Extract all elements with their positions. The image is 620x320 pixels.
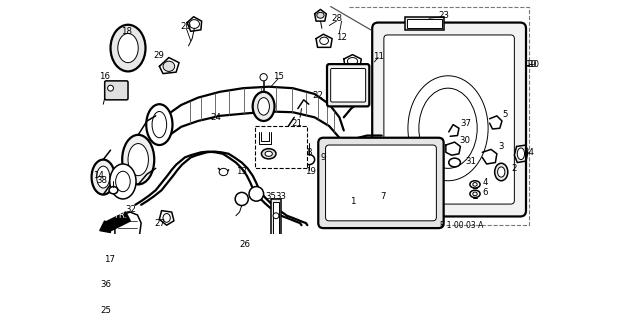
Bar bbox=[255, 126, 308, 168]
Ellipse shape bbox=[97, 166, 110, 188]
Ellipse shape bbox=[219, 168, 228, 176]
Ellipse shape bbox=[303, 155, 314, 165]
Text: 13: 13 bbox=[236, 167, 247, 176]
Text: 2: 2 bbox=[512, 164, 517, 173]
Text: 12: 12 bbox=[336, 33, 347, 42]
Text: 28: 28 bbox=[331, 14, 342, 23]
FancyArrow shape bbox=[100, 212, 130, 233]
Ellipse shape bbox=[92, 160, 115, 195]
Text: F 1 00 03 A: F 1 00 03 A bbox=[440, 221, 484, 230]
Ellipse shape bbox=[408, 76, 488, 181]
Ellipse shape bbox=[449, 158, 461, 167]
Ellipse shape bbox=[110, 164, 136, 199]
FancyBboxPatch shape bbox=[105, 81, 128, 100]
Ellipse shape bbox=[347, 58, 358, 65]
Ellipse shape bbox=[473, 192, 477, 196]
Ellipse shape bbox=[152, 111, 167, 138]
Text: 16: 16 bbox=[99, 72, 110, 81]
FancyBboxPatch shape bbox=[330, 68, 366, 102]
Ellipse shape bbox=[115, 171, 130, 192]
Text: 27: 27 bbox=[154, 219, 166, 228]
Ellipse shape bbox=[273, 213, 279, 219]
Ellipse shape bbox=[260, 74, 267, 81]
Text: 35: 35 bbox=[265, 192, 277, 201]
Text: 14: 14 bbox=[94, 171, 104, 180]
Text: 33: 33 bbox=[276, 192, 286, 201]
Text: FR.: FR. bbox=[114, 211, 127, 220]
Ellipse shape bbox=[262, 149, 276, 159]
Text: 19: 19 bbox=[305, 167, 316, 177]
Text: 31: 31 bbox=[465, 156, 476, 165]
Text: 20: 20 bbox=[181, 22, 192, 31]
Ellipse shape bbox=[498, 167, 505, 177]
Ellipse shape bbox=[249, 187, 264, 201]
Ellipse shape bbox=[128, 144, 148, 176]
Ellipse shape bbox=[189, 20, 200, 28]
Text: 18: 18 bbox=[121, 27, 132, 36]
Ellipse shape bbox=[517, 148, 525, 160]
Text: 5: 5 bbox=[503, 110, 508, 119]
Ellipse shape bbox=[320, 37, 329, 44]
Text: 34: 34 bbox=[523, 148, 534, 157]
Ellipse shape bbox=[235, 192, 248, 205]
Ellipse shape bbox=[495, 163, 508, 181]
FancyBboxPatch shape bbox=[326, 145, 436, 221]
Text: 24: 24 bbox=[211, 113, 222, 122]
Ellipse shape bbox=[473, 183, 477, 186]
FancyBboxPatch shape bbox=[318, 138, 444, 228]
Bar bbox=[271, 199, 281, 237]
Bar bbox=[273, 202, 279, 234]
Text: 4: 4 bbox=[482, 179, 488, 188]
Text: 23: 23 bbox=[438, 11, 449, 20]
Ellipse shape bbox=[470, 190, 480, 197]
Ellipse shape bbox=[228, 251, 239, 264]
Ellipse shape bbox=[118, 34, 138, 63]
Bar bbox=[405, 17, 445, 30]
Text: 1: 1 bbox=[350, 197, 355, 206]
FancyBboxPatch shape bbox=[327, 64, 370, 106]
FancyBboxPatch shape bbox=[372, 23, 526, 216]
Text: 21: 21 bbox=[291, 119, 302, 128]
Ellipse shape bbox=[265, 151, 272, 156]
Text: 37: 37 bbox=[460, 119, 471, 128]
Ellipse shape bbox=[110, 25, 146, 71]
Ellipse shape bbox=[163, 213, 170, 222]
Ellipse shape bbox=[470, 181, 480, 188]
Text: 15: 15 bbox=[273, 72, 284, 81]
Text: 3: 3 bbox=[498, 142, 504, 151]
Ellipse shape bbox=[111, 282, 122, 291]
Text: 22: 22 bbox=[312, 91, 323, 100]
Text: 29: 29 bbox=[153, 51, 164, 60]
Text: 10: 10 bbox=[528, 60, 539, 68]
Text: 17: 17 bbox=[104, 255, 115, 264]
Ellipse shape bbox=[122, 135, 154, 184]
Ellipse shape bbox=[419, 88, 477, 168]
Text: 36: 36 bbox=[100, 280, 112, 289]
Text: 6: 6 bbox=[482, 188, 488, 197]
Text: 38: 38 bbox=[96, 175, 107, 185]
Text: 7: 7 bbox=[381, 192, 386, 201]
Ellipse shape bbox=[317, 12, 324, 18]
Ellipse shape bbox=[258, 98, 270, 115]
Bar bbox=[407, 19, 442, 28]
Text: 32: 32 bbox=[125, 205, 136, 214]
Ellipse shape bbox=[253, 92, 275, 121]
Ellipse shape bbox=[332, 184, 342, 193]
Ellipse shape bbox=[146, 104, 172, 145]
Ellipse shape bbox=[108, 85, 113, 91]
Text: 26: 26 bbox=[239, 240, 250, 249]
Text: 8: 8 bbox=[306, 148, 311, 157]
Text: 30: 30 bbox=[459, 136, 471, 145]
Ellipse shape bbox=[109, 187, 118, 194]
Text: 11: 11 bbox=[373, 52, 384, 60]
Text: 25: 25 bbox=[100, 306, 112, 315]
FancyBboxPatch shape bbox=[384, 35, 515, 204]
Text: 10: 10 bbox=[526, 60, 538, 69]
Ellipse shape bbox=[163, 61, 175, 71]
Text: 9: 9 bbox=[321, 153, 326, 162]
